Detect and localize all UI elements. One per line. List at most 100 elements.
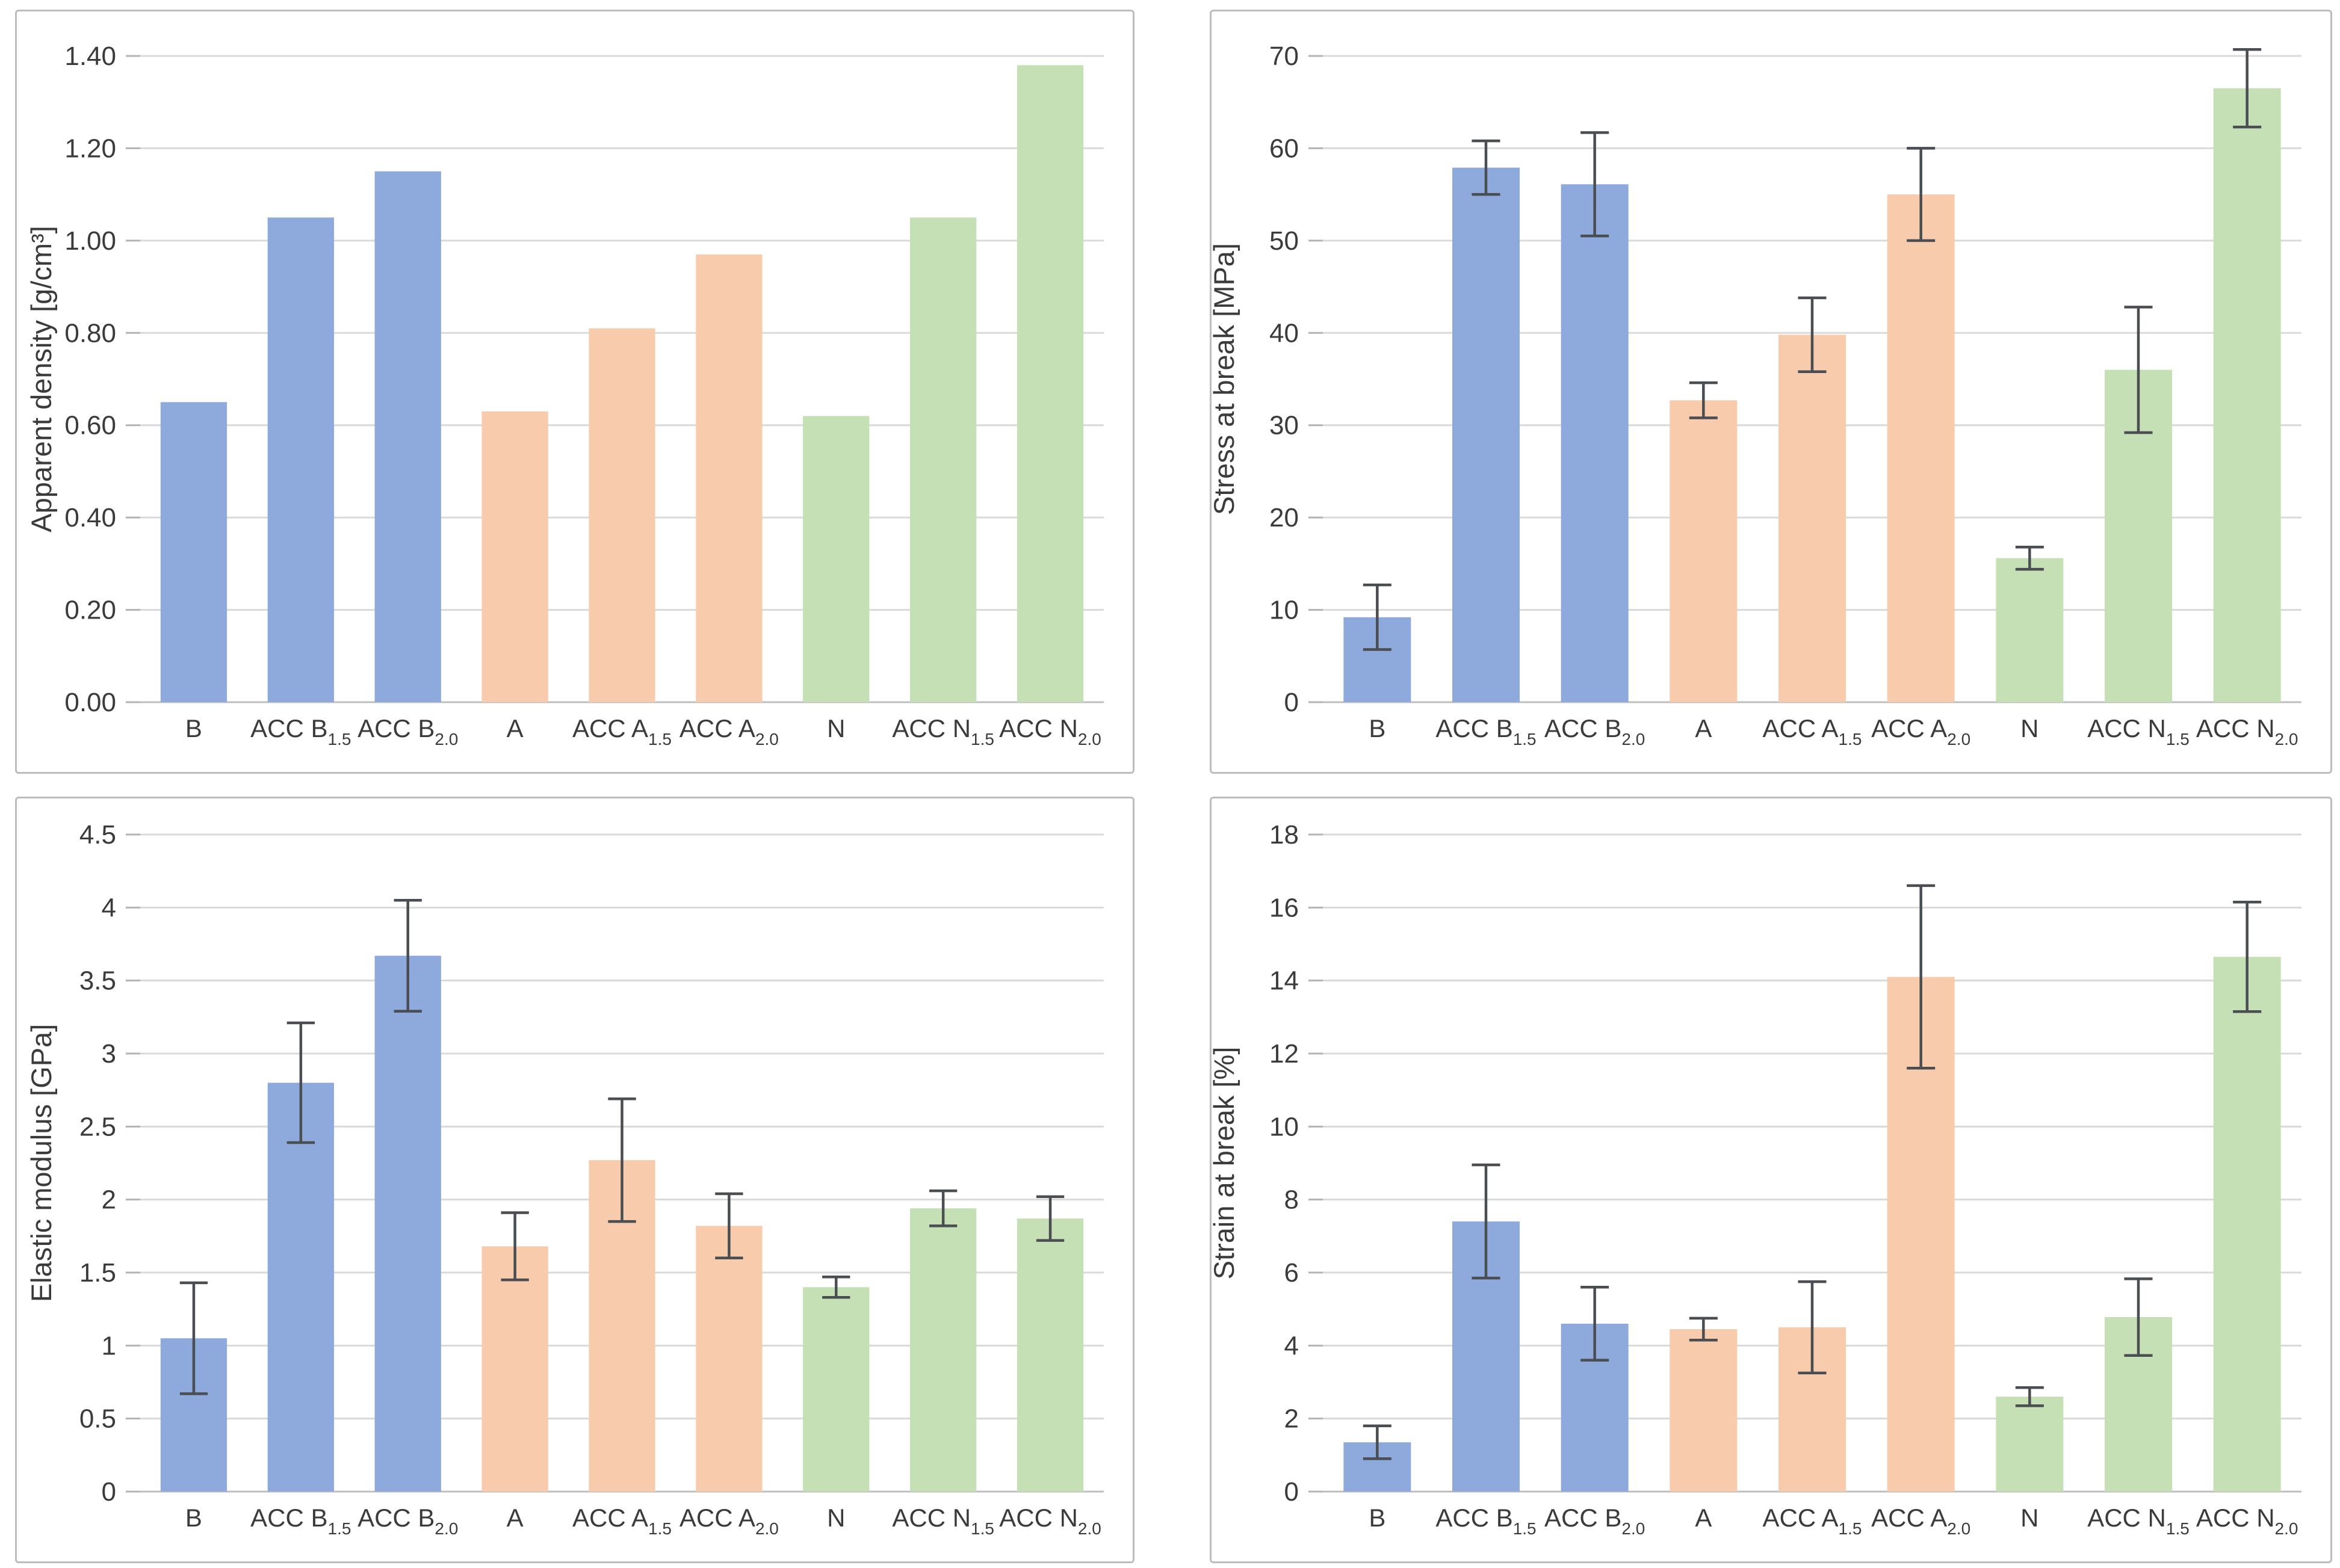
category-label-acc-n1-5: ACC N1.5 xyxy=(2087,714,2190,749)
y-tick-label: 0.80 xyxy=(64,318,116,348)
y-axis-title: Apparent density [g/cm³] xyxy=(25,226,57,532)
y-tick-label: 30 xyxy=(1269,411,1299,440)
category-label-acc-n2-0: ACC N2.0 xyxy=(2196,1504,2298,1538)
category-label-b: B xyxy=(1369,1504,1385,1532)
chart-stress-at-break: 0 10 20 30 40 50 60 70 Stress at break [MPa] B ACC… xyxy=(1212,42,2301,749)
bar-acc-a2-0 xyxy=(696,254,763,702)
error-bar-acc-n1-5 xyxy=(2124,306,2153,434)
error-bar-acc-b2-0 xyxy=(394,898,422,1013)
error-bar-acc-n1-5 xyxy=(929,1189,958,1227)
bar-acc-n1-5 xyxy=(910,1208,977,1492)
y-tick-label: 10 xyxy=(1269,1112,1299,1141)
category-label-acc-b1-5: ACC B1.5 xyxy=(1435,1504,1536,1538)
category-label-acc-b2-0: ACC B2.0 xyxy=(358,714,458,749)
y-tick-label: 2.5 xyxy=(79,1112,116,1141)
y-tick-label: 1.20 xyxy=(64,134,116,163)
y-tick-label: 1.40 xyxy=(64,42,116,71)
category-label-acc-n2-0: ACC N2.0 xyxy=(999,714,1101,749)
bar-acc-n2-0 xyxy=(1017,65,1084,702)
y-tick-label: 3.5 xyxy=(79,966,116,996)
category-label-n: N xyxy=(827,1504,845,1532)
y-tick-label: 16 xyxy=(1269,893,1299,922)
y-tick-label: 3 xyxy=(102,1039,116,1069)
category-label-acc-a1-5: ACC A1.5 xyxy=(572,714,672,749)
y-tick-label: 0 xyxy=(102,1477,116,1507)
error-bar-b xyxy=(1363,1424,1391,1460)
error-bar-acc-b2-0 xyxy=(1580,131,1609,238)
panel-apparent-density: 0.00 0.20 0.40 0.60 0.80 1.00 1.20 1.40 Apparent… xyxy=(15,10,1134,774)
y-tick-label: 18 xyxy=(1269,820,1299,850)
error-bar-acc-a2-0 xyxy=(1907,147,1936,242)
category-label-n: N xyxy=(2020,714,2038,742)
bar-n xyxy=(803,1287,870,1492)
bar-b xyxy=(160,402,228,702)
error-bar-b xyxy=(1363,583,1391,651)
y-tick-label: 1 xyxy=(102,1331,116,1360)
category-label-b: B xyxy=(185,1504,202,1532)
error-bar-acc-n2-0 xyxy=(1036,1195,1065,1242)
bar-n xyxy=(803,416,870,702)
y-tick-label: 6 xyxy=(1284,1258,1299,1288)
category-label-acc-n1-5: ACC N1.5 xyxy=(892,714,994,749)
category-label-acc-b2-0: ACC B2.0 xyxy=(358,1504,458,1538)
y-tick-label: 50 xyxy=(1269,226,1299,256)
bar-acc-b1-5 xyxy=(267,1082,334,1492)
chart-elastic-modulus: 0 0.5 1 1.5 2 2.5 3 3.5 4 4.5 Elastic modulus [GPa… xyxy=(25,820,1104,1538)
error-bar-a xyxy=(501,1211,529,1282)
error-bar-n xyxy=(2015,545,2044,571)
panel-elastic-modulus: 0 0.5 1 1.5 2 2.5 3 3.5 4 4.5 Elastic modulus [GPa… xyxy=(15,797,1134,1563)
error-bar-n xyxy=(822,1276,850,1299)
bar-a xyxy=(481,1246,548,1492)
error-bar-acc-b1-5 xyxy=(1472,139,1500,196)
error-bar-a xyxy=(1689,381,1718,419)
y-tick-label: 2 xyxy=(1284,1404,1299,1434)
category-label-acc-a2-0: ACC A2.0 xyxy=(679,1504,779,1538)
error-bar-acc-a2-0 xyxy=(1907,884,1936,1070)
category-label-acc-n1-5: ACC N1.5 xyxy=(892,1504,994,1538)
y-tick-label: 14 xyxy=(1269,966,1299,996)
y-tick-label: 4.5 xyxy=(79,820,116,850)
bar-acc-b1-5 xyxy=(1452,167,1520,702)
bar-acc-a1-5 xyxy=(589,328,655,702)
y-tick-label: 10 xyxy=(1269,596,1299,625)
bar-acc-a2-0 xyxy=(696,1226,763,1492)
error-bar-acc-a1-5 xyxy=(608,1097,636,1223)
category-label-acc-b1-5: ACC B1.5 xyxy=(250,714,351,749)
error-bar-acc-a2-0 xyxy=(715,1192,743,1259)
category-label-acc-b1-5: ACC B1.5 xyxy=(1435,714,1536,749)
panel-stress-at-break: 0 10 20 30 40 50 60 70 Stress at break [MPa] B ACC… xyxy=(1210,10,2332,774)
bar-acc-n2-0 xyxy=(1017,1218,1084,1492)
y-tick-label: 60 xyxy=(1269,134,1299,163)
error-bar-acc-b1-5 xyxy=(286,1021,315,1144)
bar-acc-b2-0 xyxy=(374,955,441,1492)
y-tick-label: 1.00 xyxy=(64,226,116,256)
y-tick-label: 20 xyxy=(1269,503,1299,532)
bar-a xyxy=(481,411,548,702)
category-label-b: B xyxy=(1369,714,1385,742)
error-bar-a xyxy=(1689,1316,1718,1342)
bar-a xyxy=(1670,400,1738,702)
category-label-acc-b1-5: ACC B1.5 xyxy=(250,1504,351,1538)
y-tick-label: 2 xyxy=(102,1185,116,1215)
y-axis-title: Stress at break [MPa] xyxy=(1212,243,1240,515)
category-label-acc-b2-0: ACC B2.0 xyxy=(1544,1504,1645,1538)
category-label-acc-a2-0: ACC A2.0 xyxy=(1871,1504,1970,1538)
category-label-acc-n2-0: ACC N2.0 xyxy=(999,1504,1101,1538)
y-tick-label: 0.40 xyxy=(64,503,116,532)
y-axis-title: Strain at break [%] xyxy=(1212,1047,1240,1280)
bar-acc-a2-0 xyxy=(1887,194,1955,703)
error-bar-n xyxy=(2015,1386,2044,1407)
error-bar-acc-a1-5 xyxy=(1798,1280,1827,1375)
category-label-a: A xyxy=(1695,1504,1712,1532)
y-tick-label: 0.20 xyxy=(64,596,116,625)
y-tick-label: 0.5 xyxy=(79,1404,116,1434)
category-label-b: B xyxy=(185,714,202,742)
bar-acc-b2-0 xyxy=(374,171,441,702)
y-tick-label: 8 xyxy=(1284,1185,1299,1215)
category-label-acc-b2-0: ACC B2.0 xyxy=(1544,714,1645,749)
y-tick-label: 0.00 xyxy=(64,688,116,717)
category-label-a: A xyxy=(507,1504,524,1532)
y-tick-label: 4 xyxy=(1284,1331,1299,1360)
y-tick-label: 1.5 xyxy=(79,1258,116,1288)
